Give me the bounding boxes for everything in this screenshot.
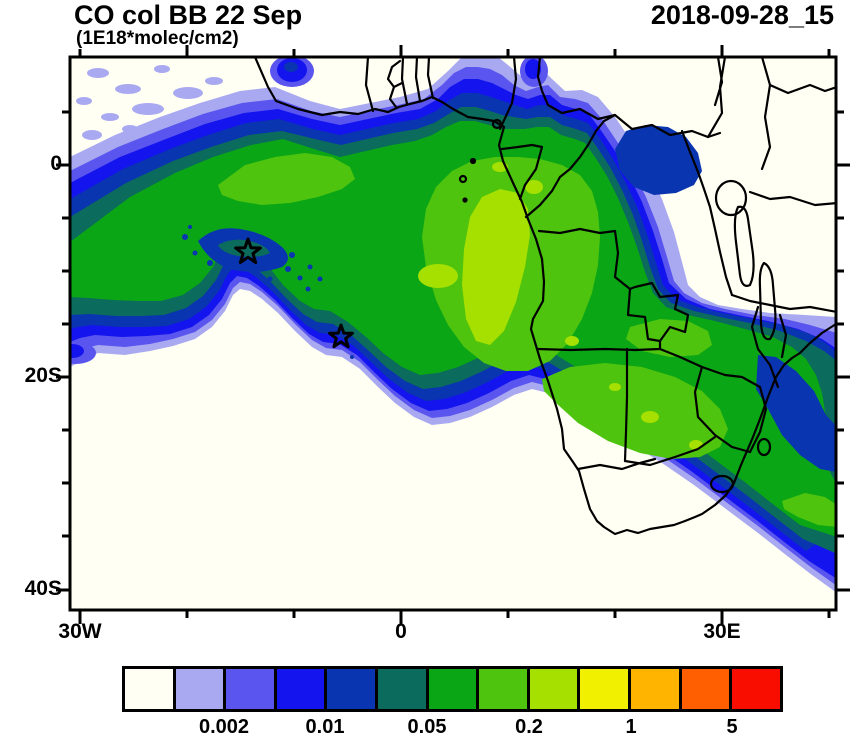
island-bioko <box>491 118 503 130</box>
coastal-pockets <box>70 57 548 364</box>
timestamp-label: 2018-09-28_15 <box>650 0 834 30</box>
island-principe <box>469 157 477 165</box>
colorbar-cell <box>729 669 780 709</box>
contour-fill-layers <box>70 57 836 610</box>
x-tick-label-30w: 30W <box>58 620 102 643</box>
x-tick-label-30e: 30E <box>703 620 741 643</box>
lake-victoria <box>714 179 748 217</box>
left-axis-ticks <box>56 110 70 592</box>
lesotho-border <box>709 474 735 494</box>
y-tick-label-20s: 20S <box>24 364 62 388</box>
colorbar-cell <box>678 669 730 709</box>
page-title: CO col BB 22 Sep <box>74 0 303 30</box>
colorbar-label-1: 1 <box>625 716 637 738</box>
colorbar-label-001: 0.01 <box>305 716 345 738</box>
lake-tanganyika <box>733 205 755 287</box>
island-sao-tome <box>458 174 468 184</box>
colorbar-cell <box>425 669 477 709</box>
star-marker-2 <box>328 323 354 349</box>
gulf-islands <box>458 118 503 203</box>
colorbar-cell <box>223 669 274 709</box>
top-axis-ticks <box>78 45 831 57</box>
colorbar-label-005: 0.05 <box>407 716 447 738</box>
colorbar-cell <box>273 669 325 709</box>
country-borders <box>253 57 836 536</box>
coastline <box>253 57 836 536</box>
units-label: (1E18*molec/cm2) <box>76 28 239 49</box>
colorbar-cell <box>125 669 173 709</box>
lavender-specks <box>76 65 223 140</box>
colorbar-cell <box>628 669 679 709</box>
y-tick-label-0: 0 <box>50 152 62 176</box>
island-annobon <box>462 197 468 203</box>
y-tick-label-40s: 40S <box>24 577 62 601</box>
star-marker-1 <box>234 237 262 265</box>
colorbar-label-0002: 0.002 <box>198 716 250 738</box>
colorbar <box>122 666 783 712</box>
station-markers <box>234 237 354 349</box>
plot-frame <box>56 45 850 624</box>
colorbar-cell <box>172 669 224 709</box>
colorbar-cell <box>526 669 578 709</box>
right-axis-ticks <box>836 110 850 592</box>
colorbar-cell <box>476 669 527 709</box>
colorbar-label-02: 0.2 <box>515 716 543 738</box>
lake-malawi <box>758 261 777 341</box>
colorbar-cell <box>324 669 376 709</box>
colorbar-label-5: 5 <box>726 716 738 738</box>
x-tick-label-0: 0 <box>395 620 407 643</box>
colorbar-cell <box>375 669 426 709</box>
colorbar-cell <box>577 669 629 709</box>
bottom-axis-ticks <box>78 610 831 624</box>
lake-volta <box>386 59 404 109</box>
eswatini-border <box>756 437 772 457</box>
